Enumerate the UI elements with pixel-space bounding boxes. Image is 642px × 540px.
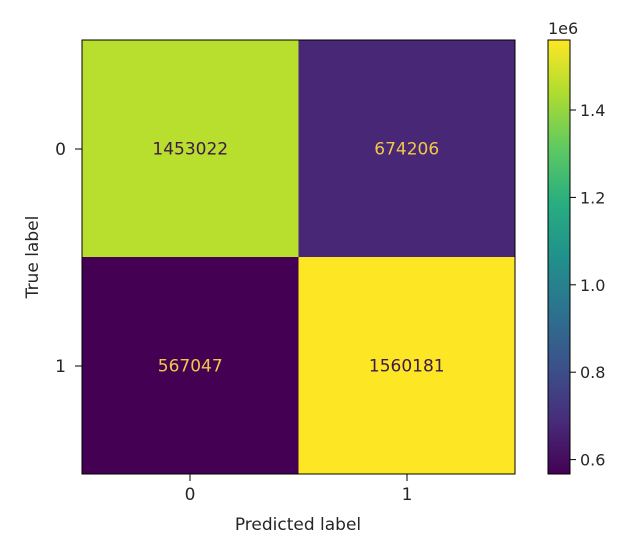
cell-1-1 — [298, 257, 516, 475]
colorbar-tick-label-3: 1.2 — [580, 188, 605, 207]
colorbar-ticks: 0.6 0.8 1.0 1.2 1.4 — [570, 101, 605, 470]
x-axis-title: Predicted label — [235, 515, 361, 535]
colorbar-gradient — [547, 39, 571, 475]
colorbar: 1e6 0.6 0.8 1.0 1.2 1.4 — [547, 19, 605, 475]
y-tick-label-0: 0 — [55, 140, 66, 160]
matrix-cells: 1453022 674206 567047 1560181 — [82, 40, 516, 475]
colorbar-tick-label-0: 0.6 — [580, 451, 605, 470]
colorbar-exponent-label: 1e6 — [548, 19, 578, 38]
colorbar-tick-label-4: 1.4 — [580, 101, 605, 120]
cell-value-1-1: 1560181 — [369, 357, 445, 377]
cell-0-0 — [82, 40, 299, 258]
cell-0-1 — [298, 40, 516, 258]
colorbar-tick-label-2: 1.0 — [580, 276, 605, 295]
x-axis: 0 1 Predicted label — [185, 474, 413, 535]
cell-1-0 — [82, 257, 299, 475]
y-axis: 0 1 True label — [23, 140, 82, 377]
colorbar-tick-label-1: 0.8 — [580, 363, 605, 382]
cell-value-0-1: 674206 — [374, 140, 439, 160]
y-tick-label-1: 1 — [55, 357, 66, 377]
x-tick-label-1: 1 — [402, 485, 413, 505]
cell-value-0-0: 1453022 — [152, 140, 228, 160]
cell-value-1-0: 567047 — [158, 357, 223, 377]
x-tick-label-0: 0 — [185, 485, 196, 505]
y-axis-title: True label — [23, 216, 43, 300]
plot-frame — [81, 39, 516, 475]
